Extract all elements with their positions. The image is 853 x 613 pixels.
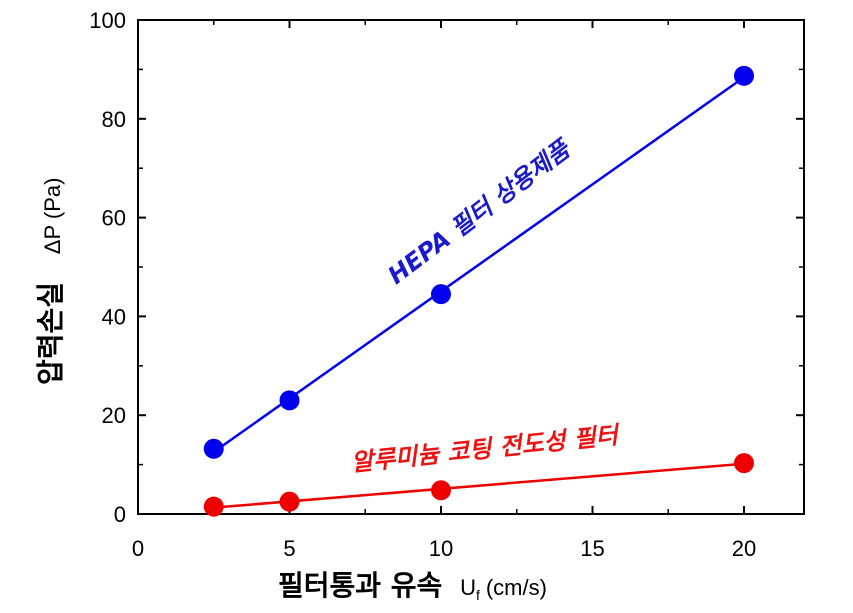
data-point-series-0 — [431, 284, 451, 305]
x-tick-label: 15 — [580, 536, 604, 561]
x-tick-label: 0 — [132, 536, 144, 561]
y-tick-label: 40 — [102, 304, 126, 329]
x-axis-title: 필터통과 유속 Uf (cm/s) — [278, 569, 547, 603]
y-tick-label: 100 — [89, 8, 126, 33]
data-point-series-0 — [203, 438, 224, 459]
x-tick-label: 10 — [429, 536, 453, 561]
x-tick-labels: 0 5 10 15 20 — [132, 536, 756, 561]
y-axis-title-main: 압력손실 — [34, 282, 67, 385]
series-label-hepa: HEPA 필터 상용제품 — [383, 133, 578, 289]
x-axis-unit-symbol: U — [460, 575, 476, 600]
y-axis-title: 압력손실 ΔP (Pa) — [34, 178, 67, 385]
series-label-aluminum: 알루미늄 코팅 전도성 필터 — [350, 421, 622, 477]
series-layer — [203, 65, 754, 517]
x-axis-unit-tail: (cm/s) — [486, 575, 547, 600]
data-point-series-1 — [279, 491, 300, 512]
data-point-series-1 — [734, 453, 754, 474]
x-tick-label: 20 — [732, 536, 756, 561]
y-axis-unit: ΔP (Pa) — [40, 178, 65, 255]
data-point-series-0 — [734, 65, 754, 86]
series-fit-line-1 — [213, 462, 745, 509]
data-point-series-0 — [279, 390, 300, 411]
y-tick-labels: 0 20 40 60 80 100 — [89, 8, 126, 527]
x-axis-title-main: 필터통과 유속 — [278, 569, 442, 602]
data-point-series-1 — [431, 480, 451, 501]
y-tick-label: 80 — [102, 107, 126, 132]
series-fit-line-0 — [213, 76, 745, 454]
axis-ticks — [137, 19, 804, 515]
y-tick-label: 0 — [114, 502, 126, 527]
y-tick-label: 20 — [102, 403, 126, 428]
x-axis-unit-subscript: f — [476, 587, 480, 603]
y-tick-label: 60 — [102, 206, 126, 231]
x-tick-label: 5 — [283, 536, 295, 561]
data-point-series-1 — [203, 496, 224, 517]
